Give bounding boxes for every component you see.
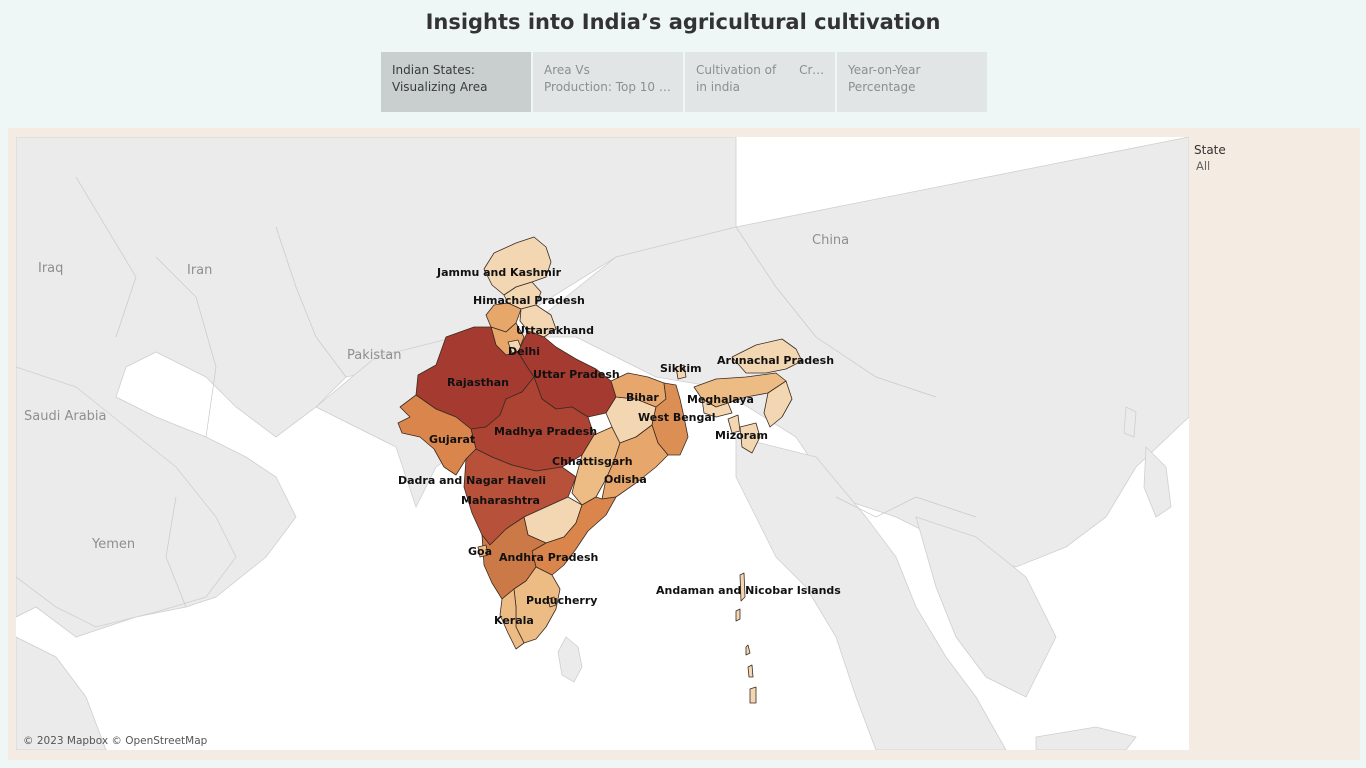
- state-uttarakhand[interactable]: [519, 304, 557, 338]
- state-label: Puducherry: [526, 594, 597, 607]
- state-filter-label: State: [1194, 143, 1226, 157]
- state-puducherry[interactable]: [547, 596, 557, 608]
- state-label: Delhi: [508, 345, 540, 358]
- tab-label-line2: Visualizing Area: [392, 80, 488, 94]
- state-gujarat[interactable]: [397, 394, 477, 476]
- tab-indian-states[interactable]: Indian States: Visualizing Area: [381, 52, 531, 112]
- tab-label-line1: Cultivation of Crops: [696, 63, 825, 77]
- country-label-yemen: Yemen: [91, 537, 135, 552]
- tab-cultivation-of-crops[interactable]: Cultivation of Crops in india: [685, 52, 835, 112]
- basemap-borders: [75, 176, 977, 608]
- state-label: Bihar: [626, 391, 659, 404]
- tab-label-line2: in india: [696, 80, 740, 94]
- state-label: Uttar Pradesh: [533, 368, 620, 381]
- tab-area-vs-production[interactable]: Area Vs Production: Top 10 In..: [533, 52, 683, 112]
- state-karnataka[interactable]: [481, 516, 547, 600]
- state-west-bengal[interactable]: [651, 382, 689, 456]
- india-states-layer: [397, 236, 803, 704]
- country-label-saudi-arabia: Saudi Arabia: [24, 409, 107, 424]
- state-goa[interactable]: [477, 544, 489, 558]
- state-mizoram[interactable]: [739, 422, 761, 454]
- country-labels: Iraq Iran Pakistan Saudi Arabia Yemen Ch…: [24, 233, 849, 552]
- tab-label-line1: Area Vs: [544, 63, 590, 77]
- state-meghalaya[interactable]: [701, 398, 733, 418]
- state-label: Chhattisgarh: [552, 455, 633, 468]
- state-label: Andaman and Nicobar Islands: [656, 584, 841, 597]
- state-label: Himachal Pradesh: [473, 294, 585, 307]
- state-label: Mizoram: [715, 429, 768, 442]
- state-label: West Bengal: [638, 411, 716, 424]
- state-label: Rajasthan: [447, 376, 509, 389]
- state-label: Andhra Pradesh: [499, 551, 598, 564]
- tab-label-line2: Percentage: [848, 80, 916, 94]
- state-kerala[interactable]: [499, 588, 525, 650]
- state-label: Jammu and Kashmir: [436, 266, 562, 279]
- state-label: Uttarakhand: [516, 324, 594, 337]
- dashboard-tabs: Indian States: Visualizing Area Area Vs …: [381, 52, 987, 112]
- state-label: Sikkim: [660, 362, 702, 375]
- state-nagaland-manipur[interactable]: [763, 380, 793, 428]
- state-sikkim[interactable]: [675, 364, 687, 380]
- state-label: Kerala: [494, 614, 534, 627]
- state-label: Arunachal Pradesh: [717, 354, 834, 367]
- state-filter[interactable]: State All: [1194, 143, 1226, 173]
- country-label-china: China: [812, 233, 849, 248]
- state-arunachal-pradesh[interactable]: [731, 338, 803, 374]
- tab-label-line1: Indian States:: [392, 63, 475, 77]
- state-label: Odisha: [604, 473, 647, 486]
- india-map[interactable]: Iraq Iran Pakistan Saudi Arabia Yemen Ch…: [16, 137, 1189, 750]
- map-attribution[interactable]: © 2023 Mapbox © OpenStreetMap: [23, 735, 208, 747]
- state-labels: Jammu and Kashmir Himachal Pradesh Uttar…: [398, 266, 841, 627]
- country-label-iran: Iran: [187, 263, 212, 278]
- tab-year-on-year[interactable]: Year-on-Year Percentage: [837, 52, 987, 112]
- tab-label-line2: Production: Top 10 In..: [544, 80, 673, 94]
- map-canvas[interactable]: Iraq Iran Pakistan Saudi Arabia Yemen Ch…: [16, 137, 1189, 750]
- state-label: Maharashtra: [461, 494, 540, 507]
- state-andaman-and-nicobar-islands[interactable]: [735, 572, 757, 704]
- country-label-pakistan: Pakistan: [347, 348, 401, 363]
- dashboard-title: Insights into India’s agricultural culti…: [425, 10, 941, 34]
- state-label: Dadra and Nagar Haveli: [398, 474, 546, 487]
- state-label: Gujarat: [429, 433, 475, 446]
- country-label-iraq: Iraq: [38, 261, 63, 276]
- state-label: Madhya Pradesh: [494, 425, 597, 438]
- state-jammu-and-kashmir[interactable]: [483, 236, 552, 296]
- state-filter-value[interactable]: All: [1196, 159, 1211, 173]
- state-label: Goa: [468, 545, 492, 558]
- tab-label-line1: Year-on-Year: [848, 63, 921, 77]
- state-label: Meghalaya: [687, 393, 754, 406]
